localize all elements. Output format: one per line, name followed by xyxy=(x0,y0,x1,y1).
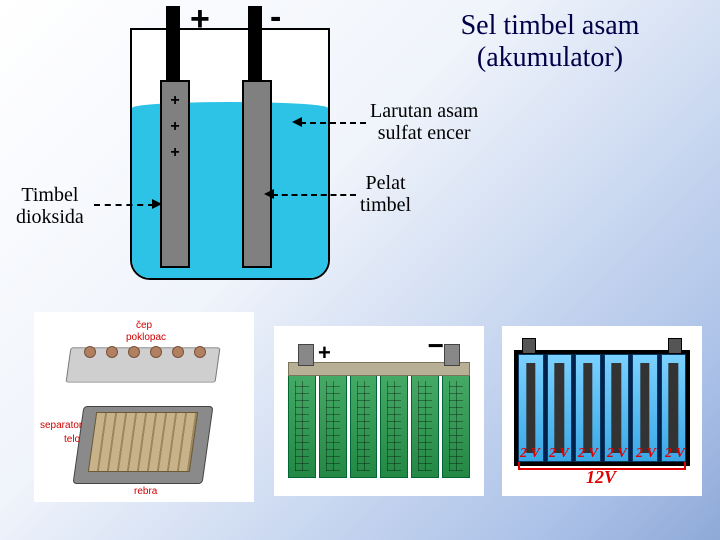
illus2-busbar xyxy=(288,362,470,376)
illus-12v-battery: 2 V 2 V 2 V 2 V 2 V 2 V 12V xyxy=(502,326,702,496)
label-lead-dioxide-line1: Timbel xyxy=(21,184,78,206)
illus3-term-right xyxy=(668,338,682,354)
label-solution-line2: sulfat encer xyxy=(378,122,471,144)
illus2-cell-4 xyxy=(380,374,408,478)
illus3-v1: 2 V xyxy=(520,446,540,462)
title-line1: Sel timbel asam xyxy=(461,10,640,41)
illus1-term6 xyxy=(194,346,206,358)
illus2-cell-6 xyxy=(442,374,470,478)
label-lead-plate-line2: timbel xyxy=(360,194,411,216)
arrow-solution xyxy=(300,122,366,124)
illus-cell-plates: + − xyxy=(274,326,484,496)
illus3-v3: 2 V xyxy=(578,446,598,462)
pos-mark-2: + xyxy=(166,118,184,136)
illus3-v5: 2 V xyxy=(636,446,656,462)
terminal-plus-symbol: + xyxy=(190,0,210,39)
terminal-minus-symbol: - xyxy=(270,0,281,37)
negative-plate xyxy=(242,80,272,268)
illus2-term-pos xyxy=(298,344,314,366)
illus1-separators xyxy=(88,412,198,472)
arrow-lead-plate xyxy=(272,194,356,196)
arrow-lead-dioxide-head xyxy=(152,199,162,209)
slide-root: Sel timbel asam (akumulator) + + + + - L… xyxy=(0,0,720,540)
illus2-plus: + xyxy=(318,340,331,366)
illus3-v4: 2 V xyxy=(607,446,627,462)
illus-battery-exploded: čep poklopac separator telo rebra xyxy=(34,312,254,502)
pos-mark-3: + xyxy=(166,144,184,162)
illus2-minus: − xyxy=(428,330,444,362)
positive-terminal-stem xyxy=(166,6,180,82)
arrow-lead-dioxide xyxy=(94,204,154,206)
illus1-label-body: telo xyxy=(64,434,80,445)
illus1-label-ribs: rebra xyxy=(134,486,157,497)
label-solution-line1: Larutan asam xyxy=(370,100,478,122)
label-lead-dioxide: Timbel dioksida xyxy=(16,184,84,228)
label-solution: Larutan asam sulfat encer xyxy=(370,100,478,144)
illus2-term-neg xyxy=(444,344,460,366)
slide-title: Sel timbel asam (akumulator) xyxy=(390,10,710,74)
illus3-bracket xyxy=(518,462,686,470)
illus1-label-lid: poklopac xyxy=(126,332,166,343)
illus3-total: 12V xyxy=(586,467,616,488)
illus2-cell-1 xyxy=(288,374,316,478)
arrow-solution-head xyxy=(292,117,302,127)
illus2-cells-row xyxy=(288,374,470,478)
illus2-cell-2 xyxy=(319,374,347,478)
illus2-cells-wrap xyxy=(288,374,470,478)
illus3-case xyxy=(514,350,690,466)
illus3-v6: 2 V xyxy=(665,446,685,462)
illus1-label-cap: čep xyxy=(136,320,152,331)
title-line2: (akumulator) xyxy=(477,42,623,73)
label-lead-dioxide-line2: dioksida xyxy=(16,206,84,228)
illus1-term5 xyxy=(172,346,184,358)
arrow-lead-plate-head xyxy=(264,189,274,199)
illus1-term3 xyxy=(128,346,140,358)
label-lead-plate: Pelat timbel xyxy=(360,172,411,216)
illus1-term1 xyxy=(84,346,96,358)
pos-mark-1: + xyxy=(166,92,184,110)
illus3-cells-row xyxy=(518,354,686,462)
negative-terminal-stem xyxy=(248,6,262,82)
illus1-term2 xyxy=(106,346,118,358)
illus3-term-left xyxy=(522,338,536,354)
illus1-term4 xyxy=(150,346,162,358)
illus3-v2: 2 V xyxy=(549,446,569,462)
illus2-cell-5 xyxy=(411,374,439,478)
illus1-label-separator: separator xyxy=(40,420,82,431)
label-lead-plate-line1: Pelat xyxy=(366,172,406,194)
illus2-cell-3 xyxy=(350,374,378,478)
